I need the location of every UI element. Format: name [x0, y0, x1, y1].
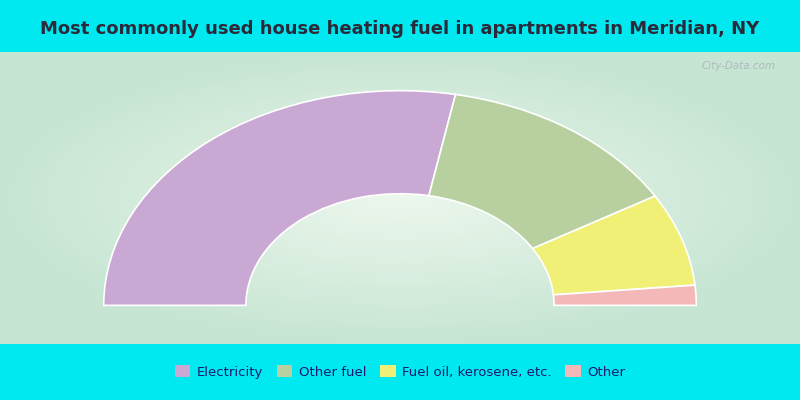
Text: City-Data.com: City-Data.com — [702, 61, 776, 71]
Text: Most commonly used house heating fuel in apartments in Meridian, NY: Most commonly used house heating fuel in… — [40, 20, 760, 38]
Legend: Electricity, Other fuel, Fuel oil, kerosene, etc., Other: Electricity, Other fuel, Fuel oil, keros… — [174, 365, 626, 379]
Wedge shape — [554, 285, 696, 305]
Wedge shape — [104, 91, 455, 305]
Wedge shape — [429, 94, 655, 248]
Wedge shape — [533, 196, 695, 295]
